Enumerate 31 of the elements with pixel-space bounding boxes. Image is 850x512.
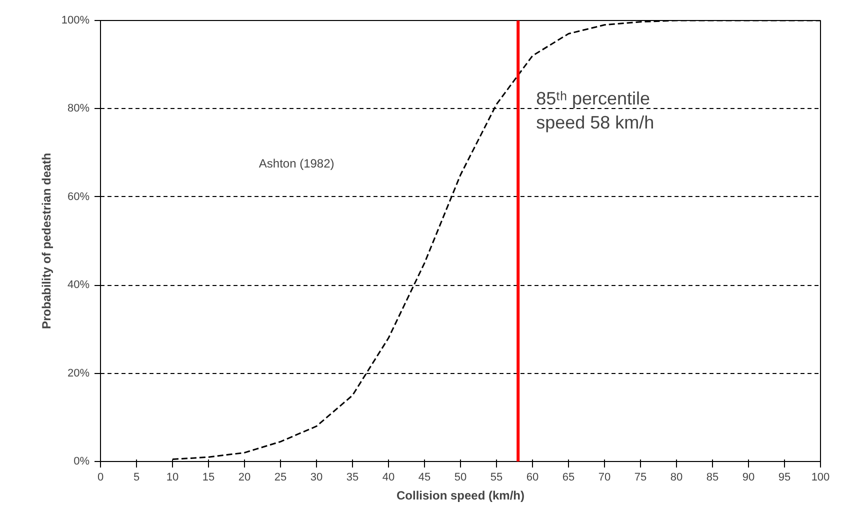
x-tick-label: 45 xyxy=(418,472,431,484)
y-axis-title: Probability of pedestrian death xyxy=(39,152,54,330)
x-tick-label: 90 xyxy=(742,472,755,484)
y-tick-label: 80% xyxy=(67,102,90,115)
y-tick-label: 0% xyxy=(74,456,90,468)
y-tick-label: 20% xyxy=(67,367,90,380)
x-tick-label: 10 xyxy=(166,472,179,484)
x-tick-label: 30 xyxy=(310,472,323,484)
x-tick-label: 80 xyxy=(670,472,683,484)
x-tick-label: 40 xyxy=(382,472,395,484)
x-tick-label: 75 xyxy=(634,472,647,484)
x-tick-label: 85 xyxy=(706,472,719,484)
x-tick-label: 50 xyxy=(454,472,467,484)
x-tick-label: 70 xyxy=(598,472,611,484)
y-tick-label: 60% xyxy=(67,190,90,203)
x-tick-label: 35 xyxy=(346,472,359,484)
x-tick-label: 20 xyxy=(238,472,251,484)
x-tick-label: 55 xyxy=(490,472,503,484)
ref-line-label: 85ᵗʰ percentile speed 58 km/h xyxy=(536,88,654,133)
x-tick-label: 0 xyxy=(97,472,104,484)
x-tick-label: 15 xyxy=(202,472,215,484)
annotation: Ashton (1982) xyxy=(258,156,334,170)
x-tick-label: 25 xyxy=(274,472,287,484)
x-tick-label: 60 xyxy=(526,472,539,484)
y-tick-label: 40% xyxy=(67,279,90,292)
x-axis-title: Collision speed (km/h) xyxy=(396,488,525,502)
x-tick-label: 5 xyxy=(133,472,140,484)
x-tick-label: 100 xyxy=(811,472,830,484)
x-tick-label: 65 xyxy=(562,472,575,484)
y-tick-label: 100% xyxy=(61,14,90,26)
x-tick-label: 95 xyxy=(778,472,791,484)
